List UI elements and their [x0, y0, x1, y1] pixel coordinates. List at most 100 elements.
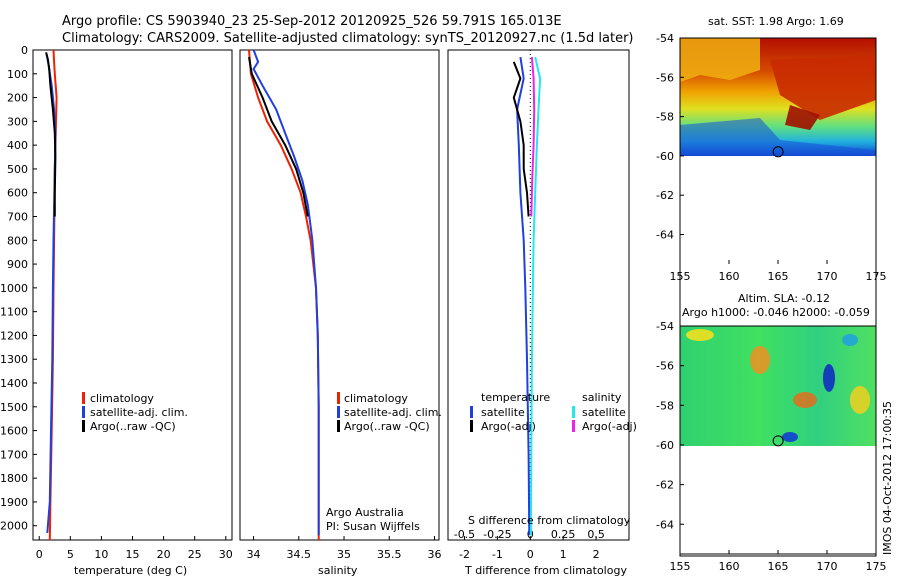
temperature-plot: 0 5 10 15 20 25 300100200300400500600700800900…: [0, 44, 233, 561]
x-tick-label: 5: [67, 548, 74, 561]
y-tick-label: 600: [7, 187, 28, 200]
difference-legend: temperature satellite Argo(-adj) salinit…: [470, 391, 637, 433]
legend-swatch-argo: [82, 420, 85, 432]
legend-label-argo: Argo(..raw -QC): [344, 420, 430, 433]
sla-low-b: [782, 432, 798, 442]
t-difference-x-label: T difference from climatology: [464, 564, 627, 577]
difference-plot-frame: [447, 49, 630, 541]
y-tick-label: 200: [7, 92, 28, 105]
x2-tick-label: 0.25: [551, 528, 576, 541]
sst-map-title: sat. SST: 1.98 Argo: 1.69: [708, 15, 844, 28]
x-tick-label: 35: [337, 548, 351, 561]
legend-label-climatology: climatology: [344, 392, 408, 405]
x-tick-label: 20: [157, 548, 171, 561]
timestamp-stamp: IMOS 04-Oct-2012 17:00:35: [881, 401, 894, 555]
x-tick-label: 25: [188, 548, 202, 561]
x-tick-label: 15: [126, 548, 140, 561]
y-tick-label: 1600: [0, 425, 28, 438]
x2-tick-label: -0.5: [454, 528, 475, 541]
sst-map: sat. SST: 1.98 Argo: 1.69 155 160 165 170 17…: [656, 15, 887, 555]
map-y-tick-label: -54: [656, 320, 674, 333]
series-line: [248, 56, 309, 217]
sla-high-d: [850, 386, 870, 414]
y-tick-label: 1800: [0, 472, 28, 485]
legend-swatch-climatology: [337, 392, 340, 404]
series-line: [512, 61, 530, 217]
y-tick-label: 1900: [0, 496, 28, 509]
map-y-tick-label: -54: [656, 32, 674, 45]
map-x-tick-label: 160: [719, 270, 740, 283]
s-difference-x-label: S difference from climatology: [468, 514, 631, 527]
x-tick-label: -1: [492, 548, 503, 561]
float-position-marker: [772, 435, 784, 447]
map-x-tick-label: 165: [768, 270, 789, 283]
x-tick-label: 30: [219, 548, 233, 561]
x-tick-label: 2: [593, 548, 600, 561]
sla-low-c: [842, 334, 858, 346]
map-y-tick-label: -56: [656, 360, 674, 373]
legend-label-s-argo: Argo(-adj): [582, 420, 637, 433]
legend-swatch-s-argo: [572, 420, 575, 432]
legend-title-temperature: temperature: [481, 391, 550, 404]
x-tick-label: 1: [560, 548, 567, 561]
y-tick-label: 300: [7, 115, 28, 128]
sst-warm-tongue: [680, 38, 760, 82]
sst-hot-core: [785, 105, 820, 130]
map-y-tick-label: -64: [656, 229, 674, 242]
y-tick-label: 1100: [0, 306, 28, 319]
x-tick-label: 0: [527, 548, 534, 561]
legend-label-climatology: climatology: [90, 392, 154, 405]
sla-high-c: [793, 392, 817, 408]
x-tick-label: -2: [459, 548, 470, 561]
salinity-plot-frame: [239, 49, 440, 541]
map-x-tick-label: 170: [817, 270, 838, 283]
y-tick-label: 1500: [0, 401, 28, 414]
series-line: [529, 56, 542, 536]
map-x-tick-label: 155: [670, 270, 691, 283]
map-x-tick-label: 155: [670, 560, 691, 573]
map-x-tick-label: 170: [817, 560, 838, 573]
sla-map-axes: 155 160 165 170 175 -54 -56 -58 -60 -62 -64: [656, 320, 886, 573]
sla-low-a: [823, 364, 835, 392]
header-line-2: Climatology: CARS2009. Satellite-adjuste…: [62, 31, 634, 46]
legend-label-s-satellite: satellite: [582, 406, 626, 419]
legend-label-t-argo: Argo(-adj): [481, 420, 536, 433]
legend-label-satellite: satellite-adj. clim.: [90, 406, 188, 419]
series-line: [530, 57, 536, 217]
map-y-tick-label: -62: [656, 479, 674, 492]
salinity-legend: climatology satellite-adj. clim. Argo(..…: [326, 392, 442, 533]
map-x-tick-label: 175: [866, 270, 887, 283]
map-x-tick-label: 160: [719, 560, 740, 573]
x2-tick-label: 0.5: [587, 528, 605, 541]
legend-label-t-satellite: satellite: [481, 406, 525, 419]
x-tick-label: 34: [247, 548, 261, 561]
credit-line-2: PI: Susan Wijffels: [326, 520, 420, 533]
x2-tick-label: -0.25: [483, 528, 511, 541]
map-y-tick-label: -56: [656, 71, 674, 84]
y-tick-label: 1400: [0, 377, 28, 390]
series-line: [516, 56, 531, 536]
y-tick-label: 400: [7, 139, 28, 152]
y-tick-label: 1000: [0, 282, 28, 295]
y-tick-label: 1700: [0, 448, 28, 461]
series-line: [252, 49, 320, 536]
x-tick-label: 10: [94, 548, 108, 561]
y-tick-label: 900: [7, 258, 28, 271]
map-x-tick-label: 165: [768, 560, 789, 573]
legend-label-argo: Argo(..raw -QC): [90, 420, 176, 433]
y-tick-label: 100: [7, 68, 28, 81]
map-y-tick-label: -58: [656, 111, 674, 124]
map-x-tick-label: 175: [866, 560, 887, 573]
salinity-plot: 34 34.5 35 35.5 36: [247, 49, 441, 561]
x-tick-label: 36: [427, 548, 441, 561]
map-y-tick-label: -58: [656, 399, 674, 412]
y-tick-label: 1200: [0, 329, 28, 342]
sla-map: Altim. SLA: -0.12 Argo h1000: -0.046 h20…: [656, 292, 886, 573]
credit-line-1: Argo Australia: [326, 506, 404, 519]
series-line: [45, 52, 57, 217]
sla-high-b: [750, 346, 770, 374]
sst-map-axes: 155 160 165 170 175 -54 -56 -58 -60 -62 -64: [656, 32, 886, 283]
legend-swatch-t-satellite: [470, 406, 473, 418]
y-tick-label: 2000: [0, 520, 28, 533]
sla-map-subtitle: Argo h1000: -0.046 h2000: -0.059: [682, 306, 870, 319]
